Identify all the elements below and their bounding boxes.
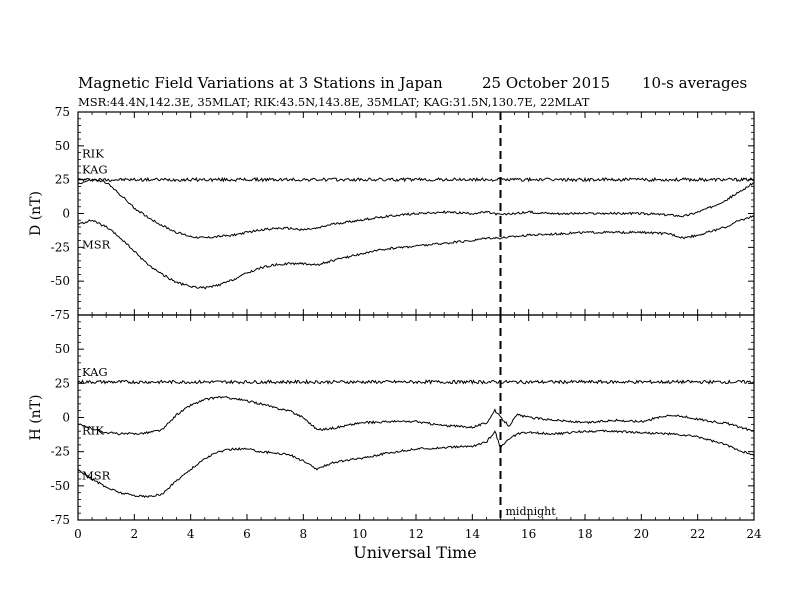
x-tick-label: 14 [465, 527, 481, 541]
d-panel-ticks: 75 50 25 0 -25 -50 -75 [51, 105, 755, 322]
y-tick-label: -75 [51, 308, 70, 322]
x-axis-tick-labels: 0 2 4 6 8 10 12 14 16 18 20 22 24 [74, 527, 762, 541]
h-panel-series [77, 378, 755, 499]
y-tick-label: 50 [55, 342, 70, 356]
y-tick-label: 0 [62, 207, 70, 221]
series-line-rik [77, 178, 755, 239]
y-tick-label: -50 [51, 479, 70, 493]
y-tick-label: 75 [55, 105, 70, 119]
station-label-rik: RIK [82, 147, 104, 161]
y-tick-label: -25 [51, 445, 70, 459]
h-panel-station-labels: KAG RIK MSR [82, 365, 111, 482]
series-line-rik [77, 395, 755, 436]
station-label-kag: KAG [82, 365, 108, 379]
x-tick-label: 2 [131, 527, 139, 541]
x-tick-label: 24 [746, 527, 762, 541]
station-label-msr: MSR [82, 468, 111, 482]
x-tick-label: 6 [243, 527, 251, 541]
d-panel-station-labels: KAG RIK MSR [82, 147, 111, 252]
figure-date: 25 October 2015 [482, 74, 610, 92]
d-component-panel: 75 50 25 0 -25 -50 -75 KAG RIK MSR D (nT) [28, 105, 755, 322]
series-line-msr [78, 215, 755, 290]
y-tick-label: 50 [55, 139, 70, 153]
d-panel-y-axis-label: D (nT) [28, 191, 44, 236]
x-tick-label: 8 [300, 527, 308, 541]
y-tick-label: -25 [51, 240, 70, 254]
station-label-kag: KAG [82, 163, 108, 177]
station-label-msr: MSR [82, 237, 111, 251]
series-line-kag [77, 176, 755, 183]
figure-title: Magnetic Field Variations at 3 Stations … [78, 74, 443, 92]
station-label-rik: RIK [82, 423, 104, 437]
x-tick-label: 0 [74, 527, 82, 541]
x-axis-label: Universal Time [353, 543, 476, 562]
h-panel-y-axis-label: H (nT) [28, 395, 44, 441]
x-tick-label: 22 [690, 527, 705, 541]
y-tick-label: 0 [62, 411, 70, 425]
figure-averaging: 10-s averages [642, 74, 747, 92]
d-panel-series [77, 176, 755, 290]
station-coordinates: MSR:44.4N,142.3E, 35MLAT; RIK:43.5N,143.… [78, 95, 590, 109]
series-line-kag [77, 378, 755, 385]
x-tick-label: 4 [187, 527, 195, 541]
x-tick-label: 10 [352, 527, 367, 541]
y-tick-label: 25 [55, 376, 70, 390]
y-tick-label: 25 [55, 173, 70, 187]
h-component-panel: 50 25 0 -25 -50 -75 KAG RIK MSR H (nT) midnight [28, 314, 755, 527]
x-tick-label: 16 [521, 527, 536, 541]
y-tick-label: -75 [51, 513, 70, 527]
y-tick-label: -50 [51, 274, 70, 288]
x-tick-label: 12 [408, 527, 423, 541]
h-panel-frame [77, 314, 755, 521]
x-tick-label: 20 [634, 527, 649, 541]
series-line-msr [77, 429, 755, 499]
midnight-label: midnight [506, 505, 557, 518]
x-tick-label: 18 [577, 527, 592, 541]
